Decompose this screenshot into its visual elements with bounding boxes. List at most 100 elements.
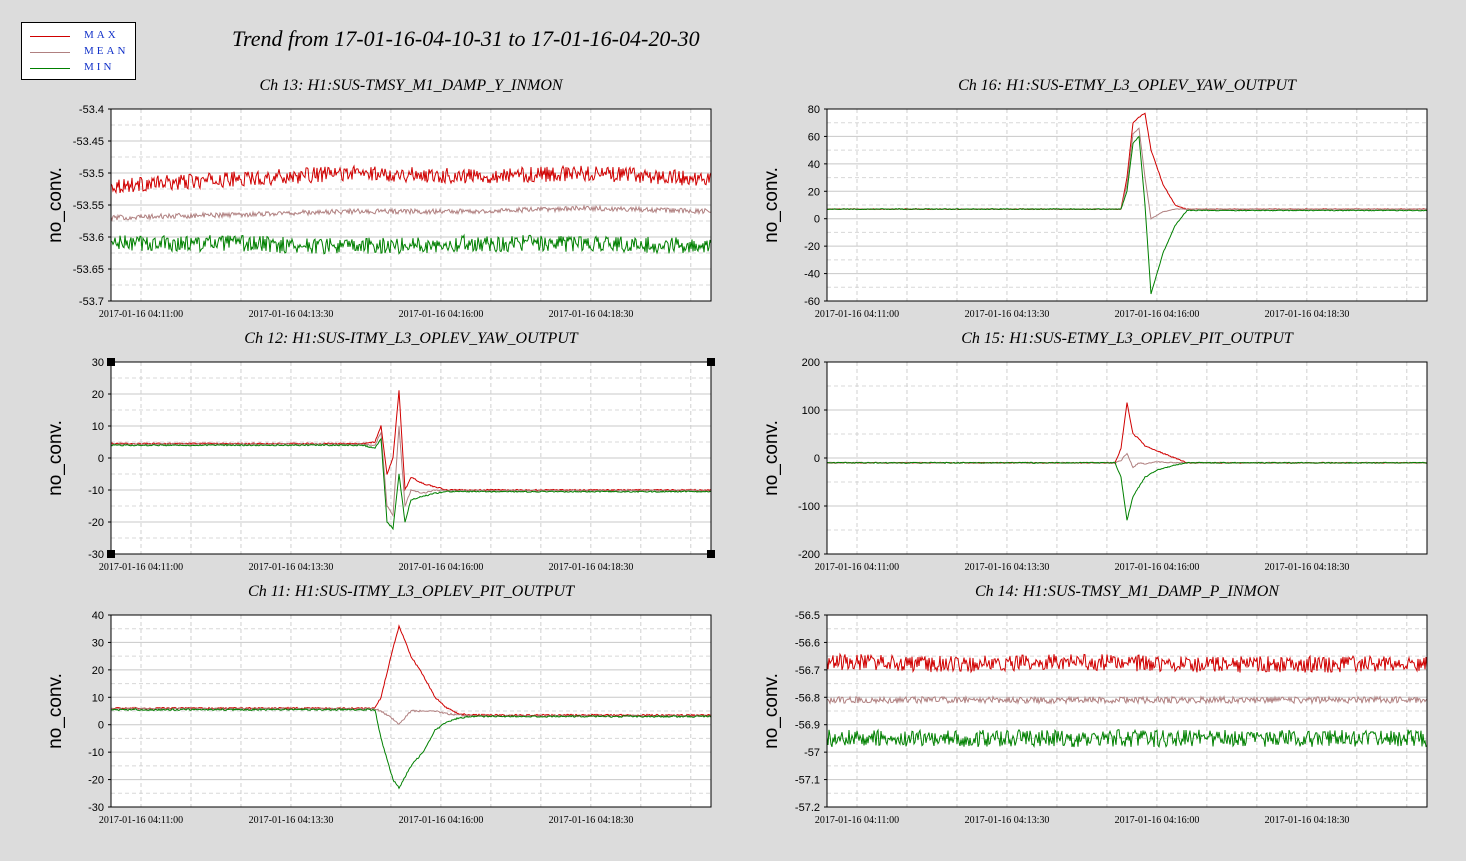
y-axis-label-ch13: no_conv. (45, 167, 66, 243)
legend-swatch-mean (30, 52, 70, 53)
y-axis-label-ch14: no_conv. (761, 673, 782, 749)
series-line-max (111, 164, 711, 195)
x-tick-label: 2017-01-16 04:13:30 (965, 562, 1050, 573)
y-tick-label: -57 (804, 747, 820, 759)
x-tick-label: 2017-01-16 04:11:00 (99, 815, 183, 826)
x-tick-label: 2017-01-16 04:13:30 (965, 815, 1050, 826)
legend-item-mean: MEAN (30, 45, 135, 61)
y-tick-label: -56.7 (795, 665, 820, 677)
legend-item-min: MIN (30, 61, 135, 77)
selection-handle[interactable] (707, 550, 715, 558)
y-tick-label: 30 (92, 357, 104, 369)
series-line-min (827, 135, 1427, 295)
y-tick-label: -53.65 (73, 264, 104, 276)
y-tick-label: 40 (92, 610, 104, 622)
y-tick-label: 10 (92, 421, 104, 433)
y-tick-label: 100 (802, 405, 820, 417)
y-axis-label-ch12: no_conv. (45, 420, 66, 496)
x-tick-label: 2017-01-16 04:11:00 (815, 562, 899, 573)
y-tick-label: 20 (808, 186, 820, 198)
x-tick-label: 2017-01-16 04:16:00 (399, 562, 484, 573)
series-line-mean (827, 695, 1427, 706)
x-tick-label: 2017-01-16 04:11:00 (99, 562, 183, 573)
chart-title-ch12: Ch 12: H1:SUS-ITMY_L3_OPLEV_YAW_OUTPUT (244, 330, 579, 347)
plot-frame-ch16 (826, 108, 1428, 302)
y-tick-label: -20 (804, 241, 820, 253)
chart-ch12: Ch 12: H1:SUS-ITMY_L3_OPLEV_YAW_OUTPUT 30… (45, 330, 715, 573)
x-tick-label: 2017-01-16 04:16:00 (1115, 562, 1200, 573)
y-tick-label: 40 (808, 159, 820, 171)
selection-handle[interactable] (107, 550, 115, 558)
y-tick-label: -57.2 (795, 802, 820, 814)
x-tick-label: 2017-01-16 04:16:00 (1115, 815, 1200, 826)
y-tick-label: -53.7 (79, 296, 104, 308)
page-title: Trend from 17-01-16-04-10-31 to 17-01-16… (232, 26, 700, 51)
x-tick-label: 2017-01-16 04:16:00 (399, 309, 484, 320)
x-tick-label: 2017-01-16 04:11:00 (815, 815, 899, 826)
y-tick-label: 0 (98, 720, 104, 732)
y-tick-label: 0 (814, 453, 820, 465)
selection-handle[interactable] (107, 358, 115, 366)
series-line-min (827, 728, 1427, 749)
y-tick-label: -30 (88, 549, 104, 561)
series-line-min (827, 461, 1427, 521)
series-line-max (827, 652, 1427, 674)
chart-ch11: Ch 11: H1:SUS-ITMY_L3_OPLEV_PIT_OUTPUT 40… (45, 583, 712, 826)
chart-ch14: Ch 14: H1:SUS-TMSY_M1_DAMP_P_INMON -56.5 -… (761, 583, 1428, 826)
x-tick-label: 2017-01-16 04:11:00 (99, 309, 183, 320)
x-tick-label: 2017-01-16 04:13:30 (249, 309, 334, 320)
legend-item-max: MAX (30, 29, 135, 45)
y-tick-label: -56.9 (795, 720, 820, 732)
y-tick-label: 0 (814, 214, 820, 226)
y-tick-label: 20 (92, 389, 104, 401)
series-line-min (111, 708, 711, 790)
chart-ch16: Ch 16: H1:SUS-ETMY_L3_OPLEV_YAW_OUTPUT 80… (761, 77, 1428, 320)
x-tick-label: 2017-01-16 04:18:30 (1265, 562, 1350, 573)
plot-frame-ch11 (110, 614, 712, 808)
x-tick-label: 2017-01-16 04:18:30 (1265, 309, 1350, 320)
y-tick-label: -53.4 (79, 104, 104, 116)
y-tick-label: -40 (804, 269, 820, 281)
y-tick-label: 60 (808, 131, 820, 143)
plot-frame-ch15 (826, 361, 1428, 555)
plot-area-ch14[interactable] (827, 615, 1427, 807)
y-tick-label: 200 (802, 357, 820, 369)
y-tick-label: -20 (88, 517, 104, 529)
chart-title-ch13: Ch 13: H1:SUS-TMSY_M1_DAMP_Y_INMON (259, 77, 563, 94)
y-tick-label: -10 (88, 747, 104, 759)
y-tick-label: -56.6 (795, 637, 820, 649)
legend-label-mean: MEAN (84, 45, 129, 57)
y-tick-label: -60 (804, 296, 820, 308)
x-tick-label: 2017-01-16 04:16:00 (399, 815, 484, 826)
y-tick-label: 80 (808, 104, 820, 116)
plot-frame-ch14 (826, 614, 1428, 808)
y-tick-label: 20 (92, 665, 104, 677)
legend-label-min: MIN (84, 61, 115, 73)
y-tick-label: -57.1 (795, 775, 820, 787)
chart-title-ch15: Ch 15: H1:SUS-ETMY_L3_OPLEV_PIT_OUTPUT (961, 330, 1294, 347)
y-axis-label-ch11: no_conv. (45, 673, 66, 749)
legend: MAX MEAN MIN (21, 22, 136, 80)
y-tick-label: -100 (798, 501, 820, 513)
x-tick-label: 2017-01-16 04:13:30 (249, 815, 334, 826)
chart-title-ch11: Ch 11: H1:SUS-ITMY_L3_OPLEV_PIT_OUTPUT (248, 583, 575, 600)
x-tick-label: 2017-01-16 04:18:30 (549, 309, 634, 320)
chart-title-ch14: Ch 14: H1:SUS-TMSY_M1_DAMP_P_INMON (975, 583, 1280, 600)
series-line-min (111, 233, 711, 255)
plot-frame-ch13 (110, 108, 712, 302)
y-tick-label: -53.6 (79, 232, 104, 244)
y-tick-label: -53.45 (73, 136, 104, 148)
plot-frame-ch12 (110, 361, 712, 555)
y-axis-label-ch15: no_conv. (761, 420, 782, 496)
x-tick-label: 2017-01-16 04:18:30 (1265, 815, 1350, 826)
plot-area-ch16[interactable] (827, 109, 1427, 301)
y-tick-label: -53.5 (79, 168, 104, 180)
y-tick-label: -53.55 (73, 200, 104, 212)
y-tick-label: -200 (798, 549, 820, 561)
chart-title-ch16: Ch 16: H1:SUS-ETMY_L3_OPLEV_YAW_OUTPUT (958, 77, 1297, 94)
y-tick-label: -56.8 (795, 692, 820, 704)
y-tick-label: 30 (92, 637, 104, 649)
x-tick-label: 2017-01-16 04:13:30 (249, 562, 334, 573)
y-tick-label: 10 (92, 692, 104, 704)
selection-handle[interactable] (707, 358, 715, 366)
